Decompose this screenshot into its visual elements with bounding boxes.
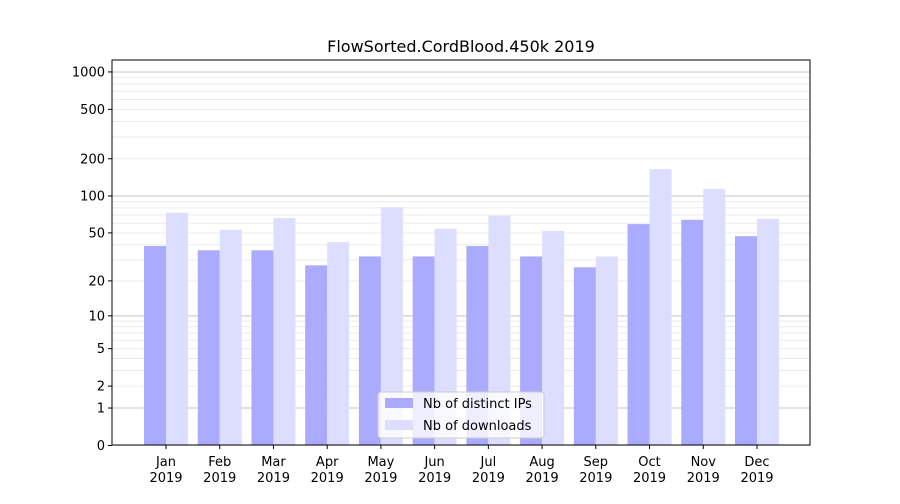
- bar-downloads: [434, 228, 457, 446]
- chart-title: FlowSorted.CordBlood.450k 2019: [327, 37, 595, 56]
- bar-distinct-ips: [197, 250, 220, 446]
- x-tick-label: Nov 2019: [687, 455, 720, 486]
- y-tick-label: 1: [97, 402, 105, 417]
- bar-downloads: [595, 256, 618, 446]
- x-tick-label: Jan 2019: [149, 455, 182, 486]
- x-tick-label: Sep 2019: [579, 455, 612, 486]
- y-tick-label: 5: [97, 342, 105, 357]
- bar-downloads: [649, 169, 672, 446]
- y-tick-label: 20: [88, 274, 105, 289]
- legend-swatch-downloads: [385, 420, 413, 430]
- y-tick-label: 50: [88, 226, 105, 241]
- bar-downloads: [273, 218, 296, 446]
- bar-distinct-ips: [627, 224, 650, 446]
- bar-downloads: [166, 212, 188, 446]
- x-tick-label: Apr 2019: [311, 455, 344, 486]
- bar-distinct-ips: [305, 265, 328, 446]
- bar-downloads: [380, 207, 403, 446]
- x-tick-label: Feb 2019: [203, 455, 236, 486]
- y-tick-label: 500: [80, 103, 105, 118]
- x-tick-label: Dec 2019: [740, 455, 773, 486]
- bar-downloads: [757, 218, 779, 446]
- bar-distinct-ips: [144, 246, 166, 446]
- x-tick-label: Aug 2019: [526, 455, 559, 486]
- legend-label-downloads: Nb of downloads: [423, 419, 532, 434]
- bar-downloads: [542, 230, 565, 446]
- x-tick-label: May 2019: [364, 455, 397, 486]
- y-tick-label: 0: [97, 439, 105, 454]
- x-tick-label: Jul 2019: [472, 455, 505, 486]
- y-tick-label: 100: [80, 189, 105, 204]
- bar-downloads: [488, 215, 511, 446]
- legend-label-ips: Nb of distinct IPs: [423, 397, 532, 412]
- bar-distinct-ips: [681, 219, 704, 446]
- y-tick-label: 2: [97, 380, 105, 395]
- legend: Nb of distinct IPs Nb of downloads: [377, 391, 545, 439]
- bar-downloads: [327, 242, 350, 446]
- bar-distinct-ips: [358, 256, 381, 446]
- x-tick-label: Mar 2019: [257, 455, 290, 486]
- x-tick-label: Oct 2019: [633, 455, 666, 486]
- bar-downloads: [703, 188, 726, 446]
- bar-distinct-ips: [573, 267, 596, 446]
- y-tick-label: 200: [80, 152, 105, 167]
- bar-downloads: [219, 229, 242, 446]
- x-tick-label: Jun 2019: [418, 455, 451, 486]
- y-tick-label: 1000: [72, 65, 105, 80]
- y-tick-label: 10: [88, 309, 105, 324]
- legend-swatch-ips: [385, 398, 413, 408]
- bar-distinct-ips: [251, 250, 274, 446]
- plot-frame: [111, 59, 811, 446]
- legend-box: [377, 391, 545, 439]
- bar-distinct-ips: [735, 236, 757, 446]
